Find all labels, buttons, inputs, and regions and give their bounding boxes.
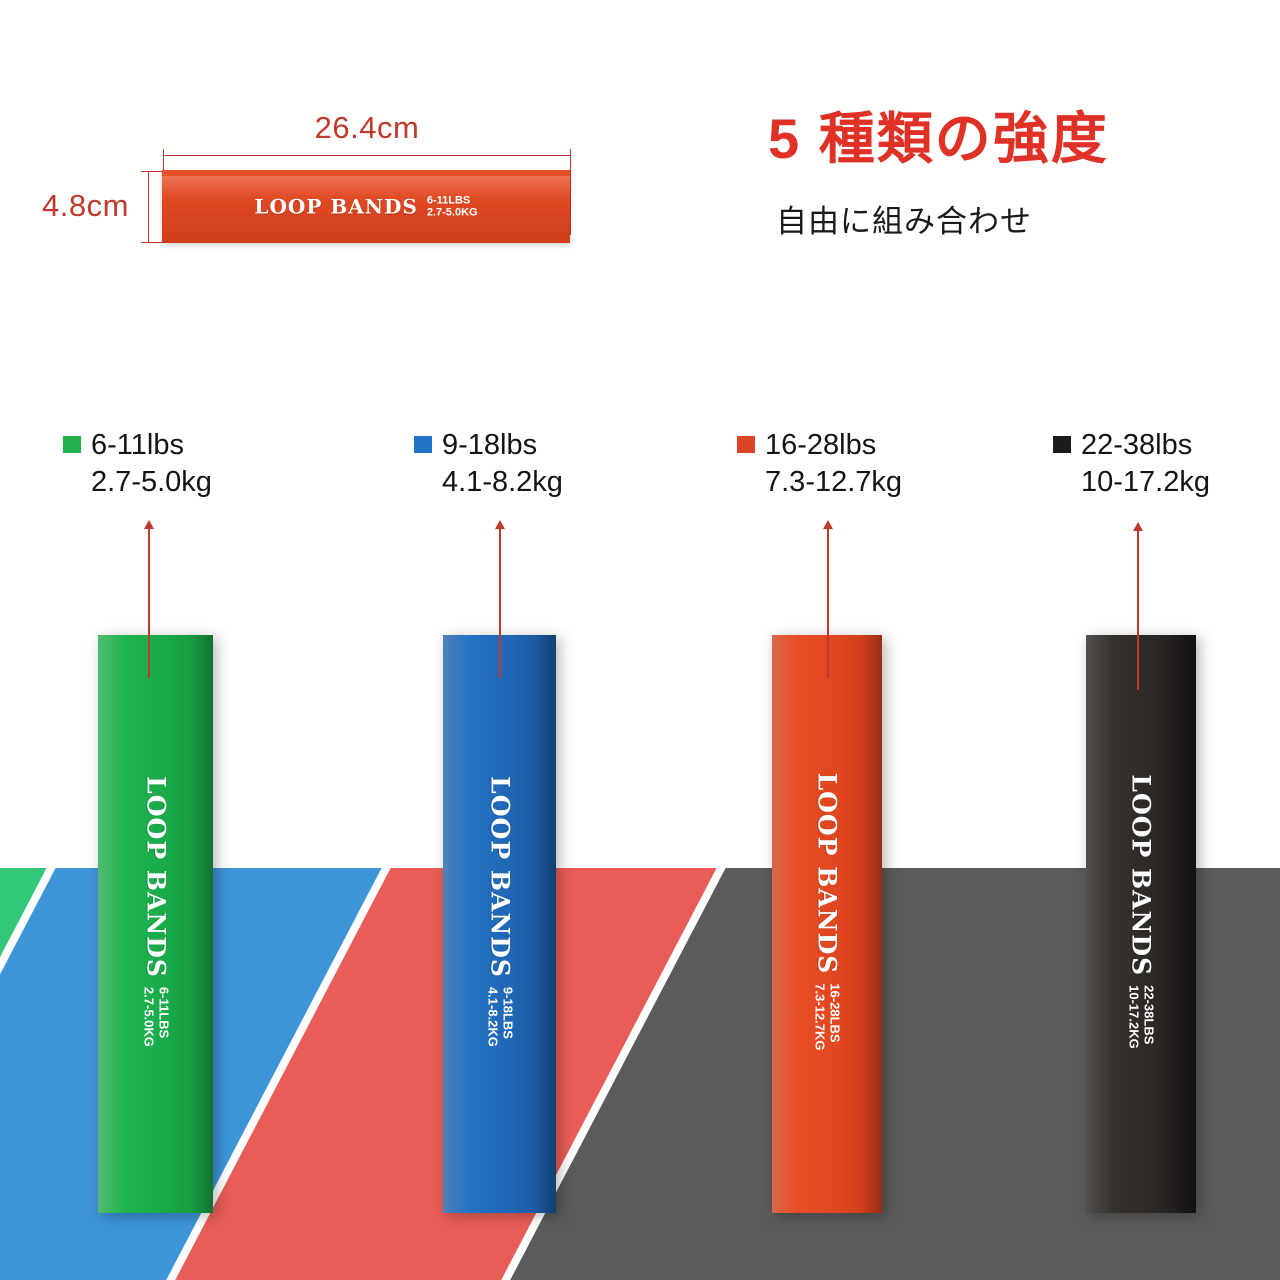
legend-swatch-black-icon <box>1053 436 1071 453</box>
band-black-specs: 22-38LBS 10-17.2KG <box>1126 985 1157 1049</box>
legend-item-green: 6-11lbs 2.7-5.0kg <box>63 427 212 501</box>
sample-band-kg: 2.7-5.0KG <box>426 206 478 219</box>
sample-band-wordmark: LOOP BANDS <box>254 194 418 219</box>
band-green: LOOP BANDS 6-11LBS 2.7-5.0KG <box>98 635 213 1213</box>
legend-lbs-black: 22-38lbs <box>1081 429 1193 461</box>
band-red-surface <box>772 635 882 1213</box>
band-green-surface <box>98 635 213 1213</box>
legend-swatch-red-icon <box>737 436 755 453</box>
sample-band-specs: 6-11LBS 2.7-5.0KG <box>427 194 478 219</box>
legend-item-red: 16-28lbs 7.3-12.7kg <box>737 427 902 501</box>
height-dimension-line <box>148 171 149 243</box>
page-subtitle: 自由に組み合わせ <box>776 204 1032 239</box>
legend-lbs-green: 6-11lbs <box>91 429 184 461</box>
height-dimension-tick-top <box>141 171 176 172</box>
sample-band-text-group: LOOP BANDS 6-11LBS 2.7-5.0KG <box>162 194 570 219</box>
band-green-label: LOOP BANDS 6-11LBS 2.7-5.0KG <box>141 776 172 1047</box>
band-red-wordmark: LOOP BANDS <box>812 772 842 975</box>
band-black-label: LOOP BANDS 22-38LBS 10-17.2KG <box>1126 774 1157 1049</box>
width-dimension-label: 26.4cm <box>314 110 420 145</box>
sample-band-lbs: 6-11LBS <box>426 194 471 207</box>
band-red-kg: 7.3-12.7KG <box>813 983 828 1051</box>
legend-item-blue: 9-18lbs 4.1-8.2kg <box>414 427 563 501</box>
legend-swatch-green-icon <box>63 436 81 453</box>
band-red-label: LOOP BANDS 16-28LBS 7.3-12.7KG <box>812 772 843 1051</box>
band-black-lbs: 22-38LBS <box>1141 985 1157 1045</box>
width-dimension-tick-right <box>570 149 571 235</box>
legend-item-black: 22-38lbs 10-17.2kg <box>1053 427 1210 501</box>
band-black: LOOP BANDS 22-38LBS 10-17.2KG <box>1086 635 1196 1213</box>
band-blue: LOOP BANDS 9-18LBS 4.1-8.2KG <box>443 635 556 1213</box>
legend-lbs-red: 16-28lbs <box>765 429 877 461</box>
pointer-arrow-black-icon <box>1133 522 1143 690</box>
legend-text-green: 6-11lbs 2.7-5.0kg <box>91 427 212 501</box>
legend-text-blue: 9-18lbs 4.1-8.2kg <box>442 427 563 501</box>
band-blue-surface <box>443 635 556 1213</box>
page-title: 5 種類の強度 <box>768 107 1109 170</box>
band-green-kg: 2.7-5.0KG <box>141 986 157 1047</box>
legend-kg-blue: 4.1-8.2kg <box>442 466 563 499</box>
pointer-arrow-blue-icon <box>495 520 505 678</box>
band-blue-lbs: 9-18LBS <box>500 986 516 1039</box>
legend-text-black: 22-38lbs 10-17.2kg <box>1081 427 1210 501</box>
legend-kg-black: 10-17.2kg <box>1081 466 1210 499</box>
band-red-lbs: 16-28LBS <box>827 983 843 1043</box>
band-blue-specs: 9-18LBS 4.1-8.2KG <box>485 986 516 1047</box>
band-blue-kg: 4.1-8.2KG <box>485 986 501 1047</box>
legend-swatch-blue-icon <box>414 436 432 453</box>
band-black-surface <box>1086 635 1196 1213</box>
band-black-wordmark: LOOP BANDS <box>1126 774 1156 977</box>
band-blue-label: LOOP BANDS 9-18LBS 4.1-8.2KG <box>485 776 516 1047</box>
band-blue-wordmark: LOOP BANDS <box>485 776 514 978</box>
band-black-kg: 10-17.2KG <box>1127 985 1142 1049</box>
width-dimension-line <box>163 155 571 156</box>
legend-kg-red: 7.3-12.7kg <box>765 466 903 499</box>
sample-band-horizontal: LOOP BANDS 6-11LBS 2.7-5.0KG <box>162 170 570 243</box>
legend-lbs-blue: 9-18lbs <box>442 429 538 461</box>
band-red-specs: 16-28LBS 7.3-12.7KG <box>812 983 843 1051</box>
band-red: LOOP BANDS 16-28LBS 7.3-12.7KG <box>772 635 882 1213</box>
band-green-specs: 6-11LBS 2.7-5.0KG <box>141 986 172 1047</box>
legend-text-red: 16-28lbs 7.3-12.7kg <box>765 427 902 501</box>
height-dimension-tick-bottom <box>141 242 176 243</box>
pointer-arrow-red-icon <box>823 520 833 678</box>
pointer-arrow-green-icon <box>144 520 154 678</box>
band-green-wordmark: LOOP BANDS <box>141 776 170 978</box>
legend-kg-green: 2.7-5.0kg <box>91 466 212 499</box>
band-green-lbs: 6-11LBS <box>156 986 172 1039</box>
height-dimension-label: 4.8cm <box>42 188 129 223</box>
